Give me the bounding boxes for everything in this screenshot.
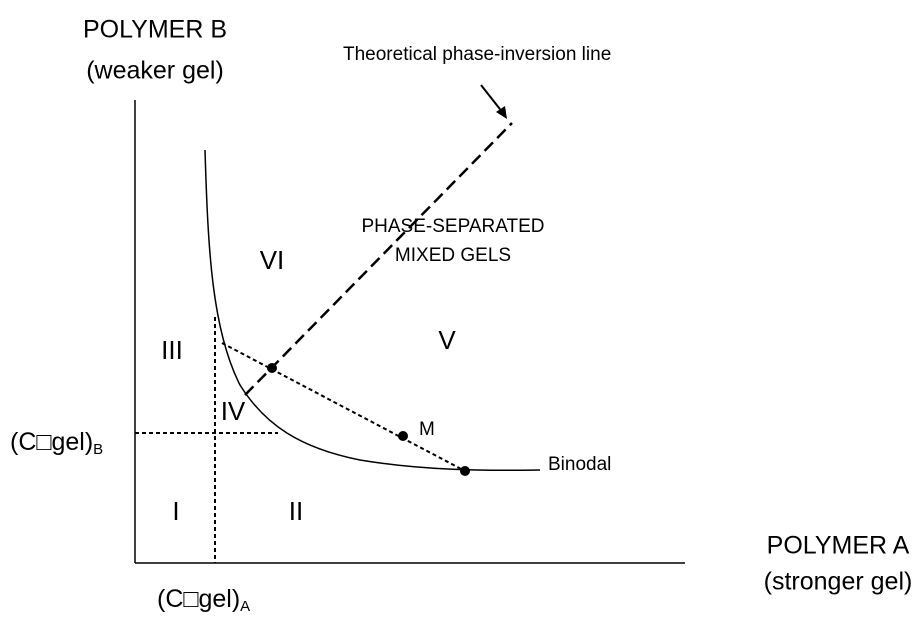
tie-line [221, 342, 466, 472]
region-label: III [161, 335, 183, 365]
inversion-line [244, 122, 513, 396]
x-subtitle: (stronger gel) [764, 568, 913, 596]
region-label: VI [260, 245, 285, 275]
binodal-label: Binodal [548, 454, 611, 475]
label-sub: A [240, 598, 250, 615]
label-main: (C□gel) [10, 428, 93, 456]
point-label: M [419, 419, 435, 440]
region-label: I [172, 496, 179, 526]
arrow-head [496, 106, 507, 119]
region-label: IV [221, 396, 246, 426]
arrow-shaft [480, 84, 504, 114]
y-title: POLYMER B [83, 16, 227, 44]
label-main: (C□gel) [157, 585, 240, 613]
y-subtitle: (weaker gel) [86, 57, 224, 85]
label-sub: B [93, 441, 103, 458]
mixed-gels-label: MIXED GELS [395, 245, 511, 266]
x-title: POLYMER A [767, 532, 910, 560]
point [460, 466, 470, 476]
region-label: II [289, 496, 303, 526]
point [398, 431, 408, 441]
critical-a-label: (C□gel)A [157, 585, 250, 615]
mixed-gels-label: PHASE-SEPARATED [361, 216, 544, 237]
region-label: V [438, 325, 456, 355]
inversion-label: Theoretical phase-inversion line [343, 44, 611, 65]
critical-b-label: (C□gel)B [10, 428, 103, 458]
binodal-curve [204, 149, 541, 472]
point [267, 363, 277, 373]
